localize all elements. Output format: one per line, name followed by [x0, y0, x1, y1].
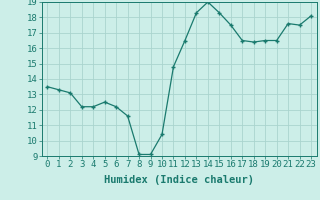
X-axis label: Humidex (Indice chaleur): Humidex (Indice chaleur) — [104, 175, 254, 185]
